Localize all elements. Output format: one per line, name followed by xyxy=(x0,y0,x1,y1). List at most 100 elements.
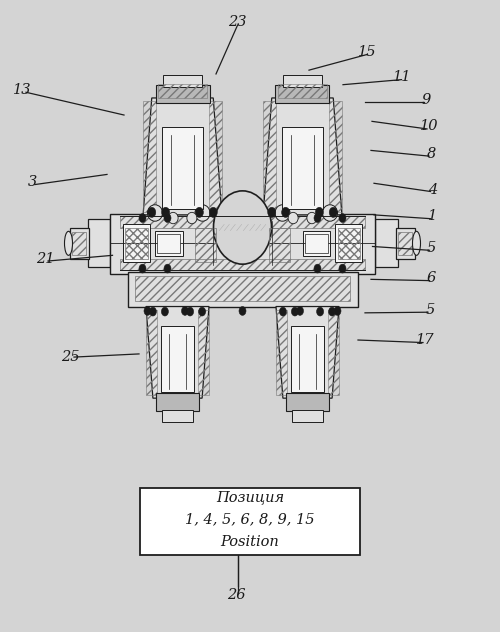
Polygon shape xyxy=(146,307,209,398)
Circle shape xyxy=(162,207,170,217)
Bar xyxy=(305,234,328,253)
Circle shape xyxy=(196,207,203,217)
Circle shape xyxy=(339,214,346,222)
Polygon shape xyxy=(143,98,222,215)
Circle shape xyxy=(214,191,272,264)
Bar xyxy=(135,276,350,301)
Circle shape xyxy=(328,307,336,316)
Text: 21: 21 xyxy=(36,252,54,266)
Circle shape xyxy=(162,307,168,316)
Ellipse shape xyxy=(412,231,420,255)
Bar xyxy=(292,410,323,422)
FancyBboxPatch shape xyxy=(140,488,360,555)
Text: 13: 13 xyxy=(13,83,32,97)
Text: 5: 5 xyxy=(427,241,436,255)
Ellipse shape xyxy=(275,205,290,221)
Bar xyxy=(155,231,182,256)
Bar xyxy=(282,126,323,209)
Bar xyxy=(156,393,199,411)
Bar xyxy=(158,234,180,253)
Text: 1, 4, 5, 6, 8, 9, 15: 1, 4, 5, 6, 8, 9, 15 xyxy=(185,513,315,526)
Text: 4: 4 xyxy=(428,183,437,197)
Text: 23: 23 xyxy=(228,15,247,29)
Circle shape xyxy=(296,307,304,315)
Text: 8: 8 xyxy=(426,147,436,161)
Polygon shape xyxy=(263,98,342,215)
Bar xyxy=(396,228,415,259)
Circle shape xyxy=(268,207,276,217)
Bar xyxy=(291,326,324,392)
Bar xyxy=(302,231,330,256)
Circle shape xyxy=(164,264,171,273)
Bar xyxy=(158,84,207,98)
Ellipse shape xyxy=(322,205,338,221)
Text: 6: 6 xyxy=(427,271,436,285)
Circle shape xyxy=(329,207,337,217)
Bar xyxy=(110,214,375,274)
Text: 15: 15 xyxy=(358,45,377,59)
Circle shape xyxy=(314,264,321,273)
Ellipse shape xyxy=(288,212,298,224)
Circle shape xyxy=(316,307,324,316)
Ellipse shape xyxy=(195,205,210,221)
Bar xyxy=(162,126,203,209)
Circle shape xyxy=(148,207,156,217)
Text: Position: Position xyxy=(220,535,280,549)
Ellipse shape xyxy=(168,212,178,224)
Text: 17: 17 xyxy=(416,333,434,347)
Ellipse shape xyxy=(187,212,197,224)
Ellipse shape xyxy=(64,231,72,255)
Bar xyxy=(278,84,327,98)
Bar xyxy=(88,219,110,267)
Text: 3: 3 xyxy=(28,175,37,189)
Circle shape xyxy=(144,307,151,315)
Circle shape xyxy=(282,207,290,217)
Text: Позиция: Позиция xyxy=(216,490,284,504)
Circle shape xyxy=(339,264,346,273)
Bar xyxy=(283,75,322,87)
Circle shape xyxy=(139,214,146,222)
Circle shape xyxy=(198,307,205,316)
Bar xyxy=(156,85,210,103)
Bar xyxy=(286,393,329,411)
Bar xyxy=(125,228,148,259)
Bar xyxy=(120,259,365,270)
Ellipse shape xyxy=(148,205,162,221)
Bar xyxy=(161,326,194,392)
Circle shape xyxy=(139,264,146,273)
Circle shape xyxy=(182,307,188,315)
Circle shape xyxy=(150,307,156,316)
Text: 5: 5 xyxy=(426,303,434,317)
Bar xyxy=(162,410,193,422)
Bar xyxy=(195,228,216,262)
Bar xyxy=(70,228,89,259)
Circle shape xyxy=(280,307,286,316)
Circle shape xyxy=(292,307,298,316)
Text: 9: 9 xyxy=(422,93,431,107)
Circle shape xyxy=(186,307,194,316)
Text: 10: 10 xyxy=(420,119,438,133)
Circle shape xyxy=(209,207,217,217)
Polygon shape xyxy=(276,307,339,398)
Text: 25: 25 xyxy=(61,350,79,364)
Bar xyxy=(338,228,360,259)
Text: 26: 26 xyxy=(227,588,245,602)
Bar xyxy=(398,232,412,255)
Text: 1: 1 xyxy=(428,209,437,223)
Circle shape xyxy=(316,207,324,217)
Circle shape xyxy=(239,307,246,315)
Circle shape xyxy=(164,214,171,222)
Bar xyxy=(72,232,86,255)
Ellipse shape xyxy=(307,212,317,224)
Text: 11: 11 xyxy=(393,70,412,84)
Bar xyxy=(335,224,362,262)
Bar xyxy=(128,272,358,307)
Bar xyxy=(120,216,365,228)
Bar xyxy=(375,219,398,267)
Bar xyxy=(276,85,330,103)
Circle shape xyxy=(314,214,321,222)
Bar xyxy=(269,228,290,262)
Bar xyxy=(163,75,202,87)
Circle shape xyxy=(334,307,341,315)
Bar xyxy=(122,224,150,262)
